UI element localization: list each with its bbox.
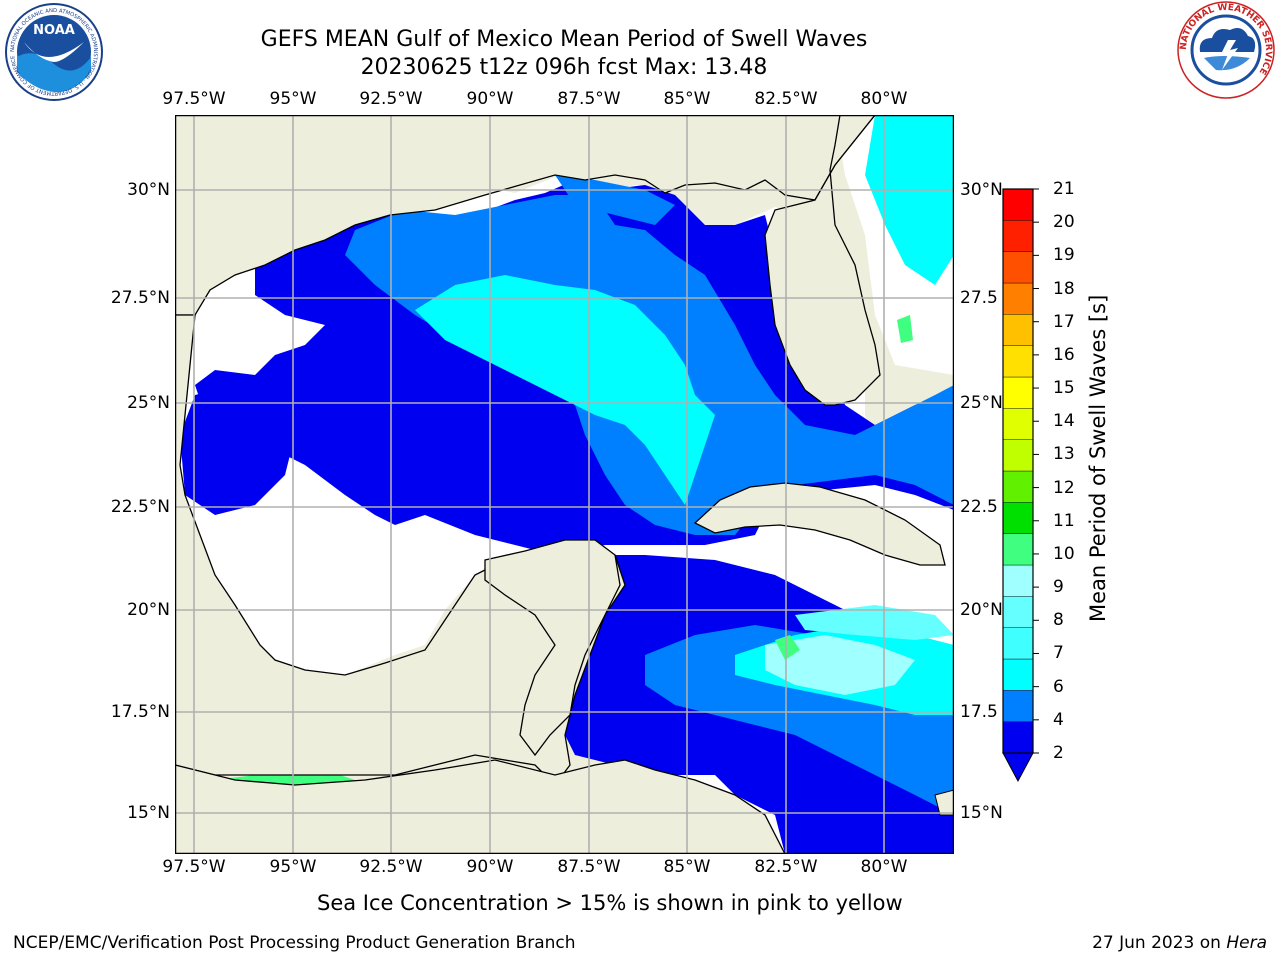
nws-logo: NATIONAL WEATHER SERVICE	[1176, 0, 1276, 100]
colorbar-tick-label: 19	[1053, 245, 1075, 266]
noaa-logo: NOAA NATIONAL OCEANIC AND ATMOSPHERIC AD…	[4, 2, 104, 102]
lon-tick-top: 92.5°W	[359, 89, 423, 109]
lat-tick-right: 22.5	[960, 497, 998, 517]
lon-tick-bottom: 92.5°W	[359, 857, 423, 877]
colorbar-box	[1002, 251, 1034, 284]
colorbar-box	[1002, 470, 1034, 503]
lat-tick-left: 15°N	[127, 803, 170, 823]
lat-tick-right: 20°N	[960, 600, 1003, 620]
colorbar-tick-label: 15	[1053, 378, 1075, 399]
colorbar	[1002, 188, 1039, 783]
colorbar-box	[1002, 220, 1034, 252]
colorbar-extension	[1002, 752, 1034, 783]
colorbar-box	[1002, 596, 1034, 628]
colorbar-box	[1002, 282, 1034, 315]
swell-band-6-7s-atlantic	[865, 115, 954, 285]
lat-tick-right: 27.5	[960, 288, 998, 308]
colorbar-tick-label: 14	[1053, 411, 1075, 432]
colorbar-box	[1002, 439, 1034, 472]
land-us-south	[175, 115, 954, 316]
colorbar-box	[1002, 721, 1034, 754]
lon-tick-top: 82.5°W	[754, 89, 818, 109]
swell-band-8s	[765, 635, 915, 695]
colorbar-tick-label: 2	[1053, 743, 1064, 763]
colorbar-tick-label: 6	[1053, 676, 1064, 697]
swell-period-map	[175, 115, 954, 854]
colorbar-tick-label: 20	[1053, 212, 1075, 233]
swell-band-2-4s-west	[180, 385, 295, 515]
lon-tick-top: 87.5°W	[557, 89, 621, 109]
chart-title: GEFS MEAN Gulf of Mexico Mean Period of …	[260, 27, 868, 52]
colorbar-tick-label: 16	[1053, 344, 1075, 365]
footer-credit: NCEP/EMC/Verification Post Processing Pr…	[13, 933, 576, 953]
colorbar-frame	[1002, 188, 1034, 754]
lat-tick-right: 25°N	[960, 393, 1003, 413]
lon-tick-top: 97.5°W	[162, 89, 226, 109]
colorbar-box	[1002, 658, 1034, 691]
colorbar-tick-label: 10	[1053, 543, 1075, 564]
swell-band-9-10s-2	[897, 315, 913, 343]
colorbar-box	[1002, 533, 1034, 566]
land-yucatan	[484, 539, 621, 757]
lat-tick-left: 30°N	[127, 180, 170, 200]
land-central-america	[175, 759, 786, 854]
colorbar-tick-label: 11	[1053, 510, 1075, 531]
colorbar-box	[1002, 690, 1034, 722]
lon-tick-top: 95°W	[269, 89, 317, 109]
lat-tick-left: 22.5°N	[110, 497, 170, 517]
sea-ice-note: Sea Ice Concentration > 15% is shown in …	[317, 891, 903, 915]
lat-tick-left: 25°N	[127, 393, 170, 413]
colorbar-tick-label: 18	[1053, 278, 1075, 299]
map-frame	[175, 115, 954, 854]
swell-band-4-6s-north	[555, 175, 675, 225]
lon-tick-bottom: 97.5°W	[162, 857, 226, 877]
lat-tick-right: 15°N	[960, 803, 1003, 823]
colorbar-tick-label: 13	[1053, 444, 1075, 465]
colorbar-box	[1002, 502, 1034, 534]
colorbar-box	[1002, 408, 1034, 440]
lat-tick-right: 17.5	[960, 702, 998, 722]
chart-subtitle: 20230625 t12z 096h fcst Max: 13.48	[360, 55, 768, 80]
land-cuba	[693, 482, 946, 566]
footer-host: Hera	[1226, 933, 1267, 953]
colorbar-box	[1002, 627, 1034, 660]
swell-band-8s-2	[795, 605, 954, 640]
colorbar-tick-label: 9	[1053, 577, 1064, 598]
graticule	[175, 115, 954, 854]
lon-tick-bottom: 85°W	[663, 857, 711, 877]
footer-run-info: 27 Jun 2023 on Hera	[1092, 933, 1267, 953]
lat-tick-left: 17.5°N	[110, 702, 170, 722]
lon-tick-top: 90°W	[466, 89, 514, 109]
land-jamaica	[934, 789, 954, 816]
lon-tick-bottom: 80°W	[860, 857, 908, 877]
footer-date: 27 Jun 2023 on	[1092, 933, 1227, 953]
lon-tick-top: 85°W	[663, 89, 711, 109]
lon-tick-bottom: 87.5°W	[557, 857, 621, 877]
lon-tick-bottom: 90°W	[466, 857, 514, 877]
svg-text:NOAA: NOAA	[33, 23, 75, 38]
colorbar-tick-label: 7	[1053, 643, 1064, 664]
lon-tick-bottom: 95°W	[269, 857, 317, 877]
colorbar-tick-label: 17	[1053, 311, 1075, 332]
colorbar-box	[1002, 564, 1034, 597]
colorbar-box	[1002, 345, 1034, 378]
lat-tick-left: 27.5°N	[110, 288, 170, 308]
colorbar-box	[1002, 376, 1034, 409]
lon-tick-top: 80°W	[860, 89, 908, 109]
lat-tick-left: 20°N	[127, 600, 170, 620]
swell-band-9-10s	[775, 635, 800, 660]
colorbar-box	[1002, 188, 1034, 221]
colorbar-tick-label: 4	[1053, 709, 1064, 730]
colorbar-box	[1002, 314, 1034, 346]
colorbar-tick-label: 21	[1053, 179, 1075, 199]
colorbar-tick-label: 8	[1053, 610, 1064, 631]
lon-tick-bottom: 82.5°W	[754, 857, 818, 877]
colorbar-tick-label: 12	[1053, 477, 1075, 498]
lat-tick-right: 30°N	[960, 180, 1003, 200]
colorbar-label: Mean Period of Swell Waves [s]	[1086, 294, 1110, 622]
